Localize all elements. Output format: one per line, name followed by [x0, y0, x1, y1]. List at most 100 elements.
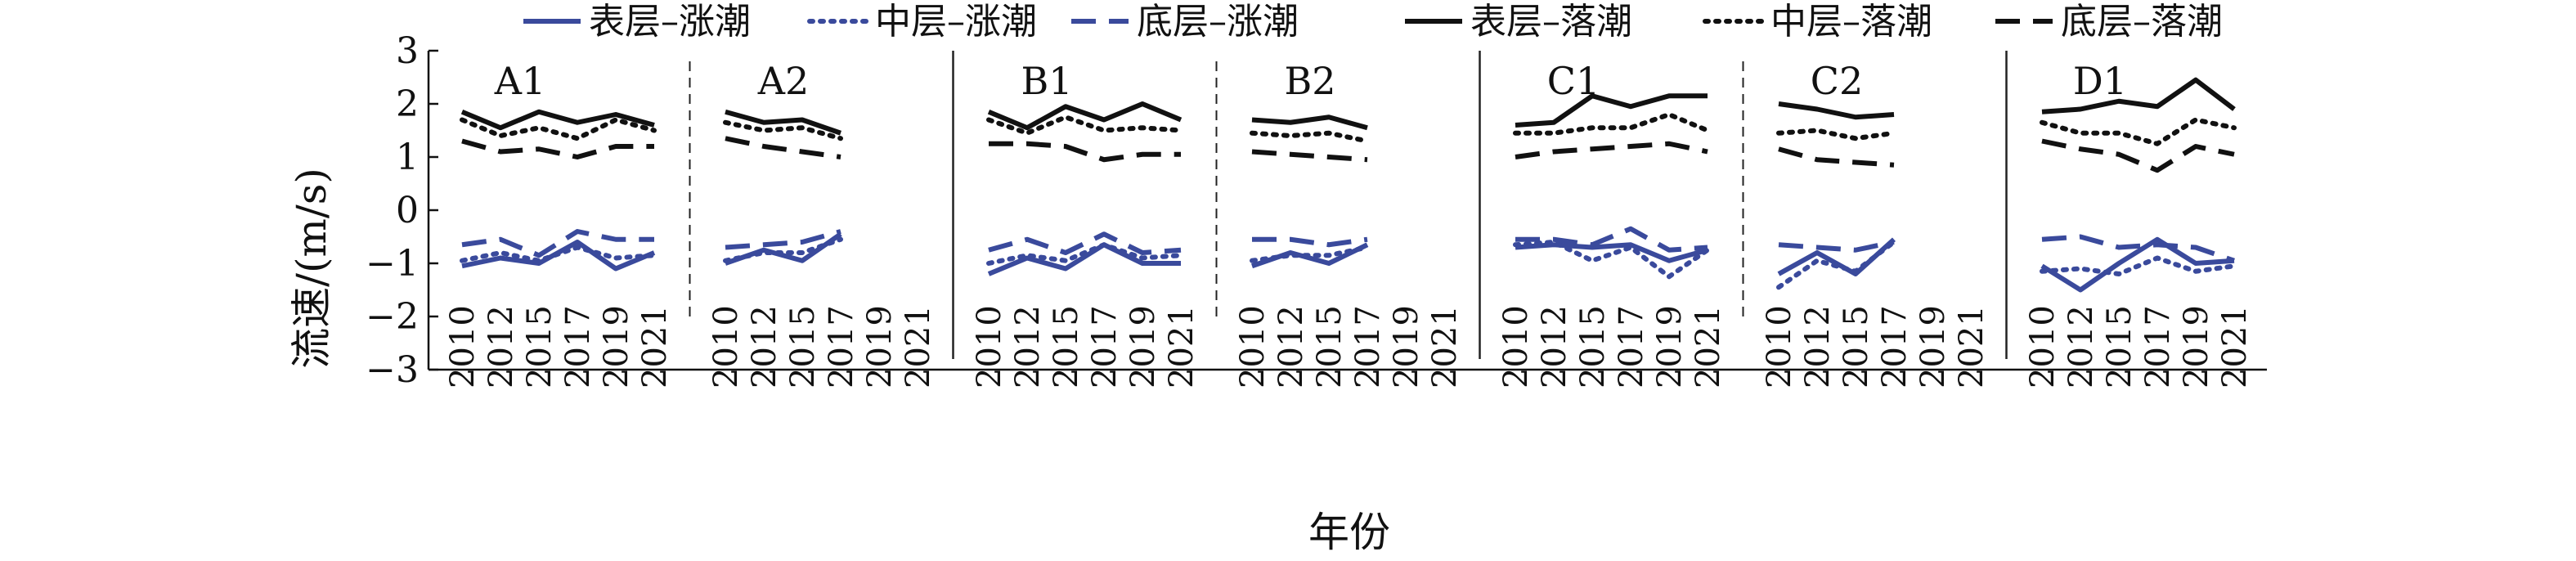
legend-label: 中层–落潮	[1770, 1, 1932, 43]
x-tick-label: 2015	[1311, 305, 1349, 388]
x-tick-label: 2017	[1349, 305, 1387, 388]
x-tick-label: 2010	[1234, 305, 1272, 388]
x-tick-label: 2012	[482, 305, 520, 388]
x-tick-label: 2012	[2062, 305, 2100, 388]
series-line	[1251, 114, 1368, 131]
x-tick-label: 2019	[861, 305, 899, 388]
legend-label: 底层–涨潮	[1137, 1, 1299, 43]
panel-label: A1	[494, 59, 546, 103]
series-line	[1250, 130, 1370, 144]
series-line	[2040, 255, 2237, 276]
legend: 表层–涨潮 中层–涨潮 底层–涨潮 表层–落潮 中层–落潮 底层–落潮	[523, 1, 2223, 43]
x-tick-label: 2010	[1761, 305, 1798, 388]
y-tick-label: 1	[396, 137, 419, 178]
y-axis-title: 流速/(m/s)	[288, 168, 335, 369]
panel-label: B1	[1021, 59, 1072, 103]
x-tick-label: 2015	[1048, 305, 1085, 388]
x-tick-label: 2017	[2139, 305, 2177, 388]
y-tick-label: −3	[366, 349, 419, 391]
x-tick-label: 2010	[707, 305, 745, 388]
x-tick-label: 2017	[823, 305, 860, 388]
legend-label: 底层–落潮	[2061, 1, 2223, 43]
panel-label: A2	[757, 59, 810, 103]
series-line	[1776, 240, 1896, 290]
series-line	[989, 141, 1181, 163]
series-line	[1515, 242, 1708, 263]
x-tick-label: 2021	[636, 305, 674, 388]
series-line	[1251, 149, 1368, 163]
series-line	[987, 242, 1181, 276]
legend-label: 中层–涨潮	[875, 1, 1037, 43]
x-tick-label: 2010	[2024, 305, 2062, 388]
series-line	[723, 119, 843, 141]
y-tick-label: 0	[396, 190, 419, 231]
x-tick-label: 2012	[1536, 305, 1573, 388]
series-line	[1776, 128, 1896, 141]
x-axis-title: 年份	[1308, 509, 1390, 556]
series-line	[723, 236, 843, 263]
x-tick-label: 2012	[1799, 305, 1837, 388]
series-line	[725, 229, 841, 250]
x-tick-label: 2017	[1876, 305, 1914, 388]
series-line	[2041, 234, 2235, 263]
series-line	[1515, 141, 1708, 159]
plot-area: A1 A2 B1 B2 C1 C2 D1	[460, 59, 2237, 293]
series-line	[1515, 226, 1708, 253]
x-tick-label: 2015	[784, 305, 822, 388]
panel-label: B2	[1284, 59, 1335, 103]
series-line	[461, 138, 654, 159]
panel-label: C2	[1811, 59, 1863, 103]
series-line	[1778, 101, 1895, 120]
x-tick-label: 2021	[1163, 305, 1200, 388]
series-line	[1252, 236, 1368, 248]
series-line	[725, 136, 841, 159]
x-tick-label: 2019	[1651, 305, 1689, 388]
series-line	[986, 114, 1183, 136]
x-tick-label: 2010	[1497, 305, 1535, 388]
series-line	[2041, 138, 2235, 173]
series-line	[461, 229, 654, 258]
x-tick-label: 2021	[1690, 305, 1727, 388]
series-line	[988, 231, 1182, 255]
x-tick-label: 2012	[746, 305, 783, 388]
series-line	[986, 242, 1183, 266]
y-tick-label: −1	[366, 243, 419, 285]
x-tick-label: 2019	[1124, 305, 1162, 388]
series-line	[725, 109, 841, 136]
x-tick-label: 2021	[1953, 305, 1990, 388]
x-tick-label: 2017	[1086, 305, 1124, 388]
series-line	[1250, 245, 1370, 263]
x-tick-label: 2017	[559, 305, 597, 388]
x-tick-label: 2015	[521, 305, 559, 388]
series-line	[1515, 93, 1708, 128]
series-line	[2040, 236, 2235, 293]
series-line	[460, 245, 657, 263]
x-tick-label: 2015	[1574, 305, 1612, 388]
x-tick-label: 2010	[444, 305, 482, 388]
series-line	[460, 109, 655, 131]
x-tick-label: 2012	[1272, 305, 1310, 388]
panel-label: D1	[2073, 59, 2127, 103]
x-tick-label: 2021	[900, 305, 937, 388]
x-tick-label: 2019	[1388, 305, 1425, 388]
y-tick-label: −2	[366, 296, 419, 338]
x-tick-label: 2021	[1426, 305, 1464, 388]
legend-label: 表层–涨潮	[589, 1, 751, 43]
series-line	[1778, 240, 1895, 253]
x-tick-label: 2010	[971, 305, 1008, 388]
series-line	[1513, 240, 1710, 280]
x-tick-label: 2019	[1914, 305, 1952, 388]
legend-label: 表层–落潮	[1470, 1, 1632, 43]
series-line	[460, 117, 657, 141]
x-tick-label: 2021	[2216, 305, 2254, 388]
x-tick-label: 2017	[1613, 305, 1650, 388]
y-tick-label: 3	[396, 30, 419, 72]
axes: 3 2 1 0 −1 −2 −3	[366, 30, 2267, 391]
x-axis: 2010 2012 2015 2017 2019 2021 2010 2012 2015 2017…	[444, 305, 2254, 388]
series-line	[1778, 146, 1895, 168]
x-tick-label: 2019	[2178, 305, 2215, 388]
series-line	[1513, 112, 1710, 136]
y-tick-label: 2	[396, 83, 419, 125]
series-line	[2041, 77, 2236, 114]
